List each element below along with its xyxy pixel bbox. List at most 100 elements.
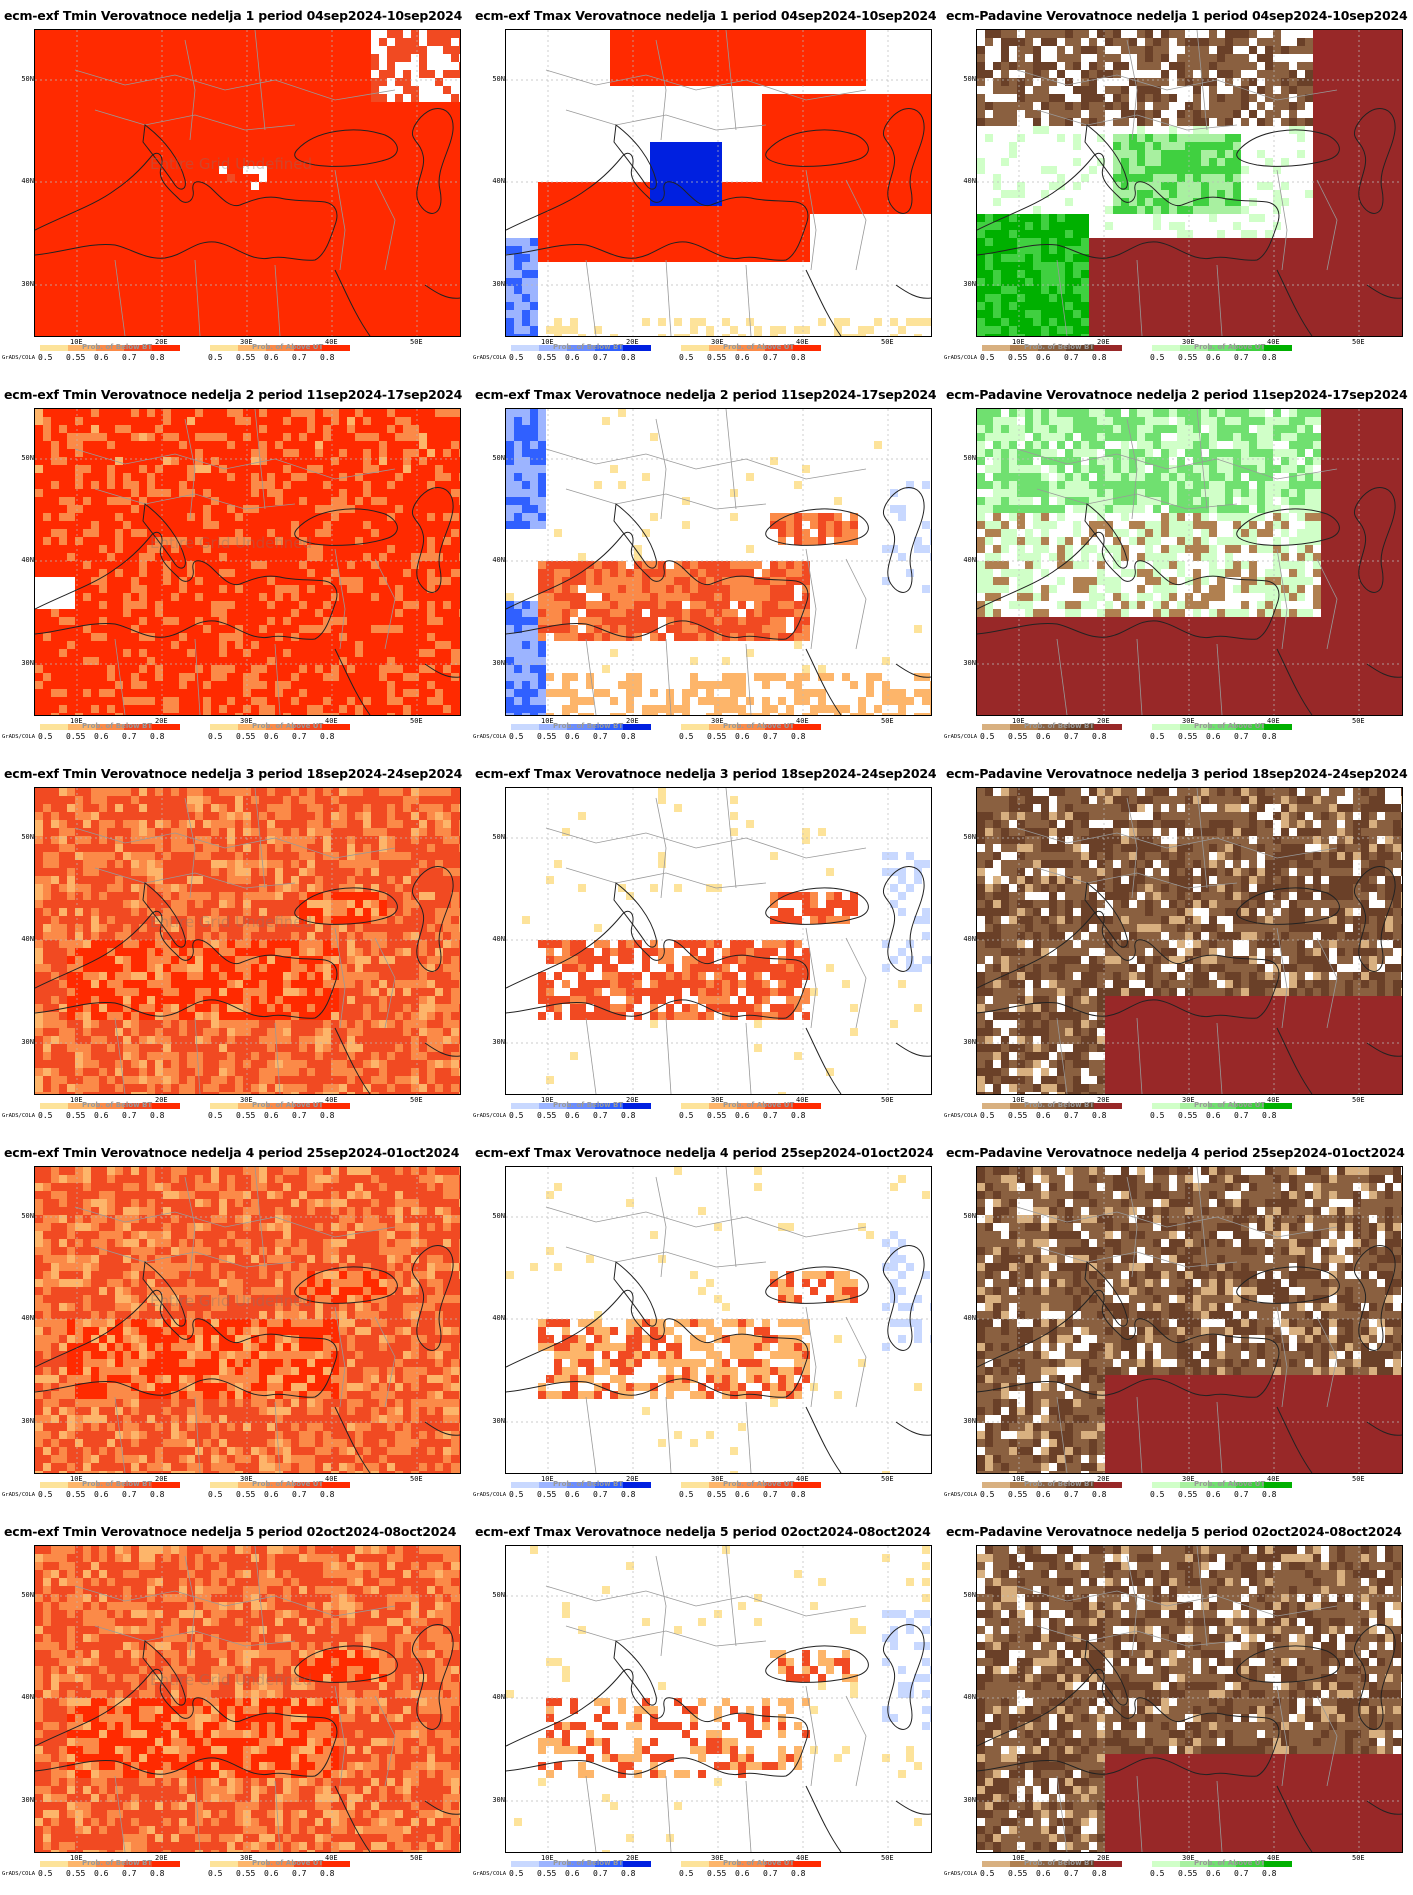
country-border [1276, 169, 1288, 271]
colorbar-swatch [40, 1482, 68, 1488]
colorbar-tick-label: 0.7 [1234, 1490, 1248, 1499]
latitude-label: 30N [479, 1038, 507, 1046]
colorbar-title: Prob. of Below BT [82, 722, 152, 730]
colorbar-tick-label: 0.7 [122, 1869, 136, 1878]
country-border [94, 867, 296, 889]
colorbar-tick-label: 0.55 [707, 1869, 726, 1878]
colorbar-swatch [40, 724, 68, 730]
colorbar-swatch [124, 345, 152, 351]
colorbar-tick-label: 0.7 [763, 732, 777, 741]
colorbar-swatch [793, 1103, 821, 1109]
forecast-panel: ecm-Padavine Verovatnoce nedelja 1 perio… [942, 0, 1413, 379]
longitude-label: 50E [410, 1854, 423, 1862]
longitude-label: 10E [70, 338, 83, 346]
colorbar-swatch [96, 724, 124, 730]
country-border [845, 937, 867, 1029]
longitude-label: 10E [541, 1854, 554, 1862]
colorbar-tick-label: 0.5 [38, 1111, 52, 1120]
longitude-label: 50E [1352, 1096, 1365, 1104]
latitude-label: 50N [950, 454, 978, 462]
country-border [274, 1780, 281, 1852]
coastline [1236, 1266, 1340, 1304]
coastline [334, 1027, 371, 1094]
latitude-label: 30N [8, 280, 36, 288]
coastline [411, 108, 454, 214]
colorbar-tick-label: 0.8 [791, 1111, 805, 1120]
probability-field [35, 1167, 460, 1473]
latitude-label: 40N [8, 1693, 36, 1701]
colorbar-swatch [737, 345, 765, 351]
colorbar-title: Prob. of Above UT [252, 1480, 323, 1488]
grads-credit: GrADS/COLA [944, 734, 977, 740]
undefined-grid-label: Entire Grid Undefined [150, 534, 312, 552]
colorbar-swatch [1066, 1482, 1094, 1488]
latitude-label: 30N [479, 1417, 507, 1425]
country-border [274, 1022, 281, 1094]
colorbar-tick-label: 0.8 [1092, 353, 1106, 362]
country-border [585, 1017, 597, 1094]
colorbar-swatch [322, 1482, 350, 1488]
colorbar-swatch [709, 1482, 737, 1488]
country-border [1316, 1316, 1338, 1408]
panel-title: ecm-exf Tmin Verovatnoce nedelja 3 perio… [4, 766, 462, 781]
colorbar-swatch [294, 724, 322, 730]
coastline [1366, 663, 1402, 678]
colorbar-title: Prob. of Above UT [252, 1859, 323, 1867]
colorbar-tick-label: 0.8 [150, 1869, 164, 1878]
undefined-grid-label: Entire Grid Undefined [150, 913, 312, 931]
probability-map [505, 787, 932, 1095]
longitude-label: 30E [1182, 338, 1195, 346]
colorbar-swatch [266, 1482, 294, 1488]
colorbar-title: Prob. of Below BT [553, 343, 623, 351]
country-border [665, 1017, 672, 1094]
coastline [613, 124, 657, 190]
country-border [184, 1176, 196, 1278]
country-border [94, 109, 296, 131]
country-border [745, 1022, 752, 1094]
colorbar-tick-label: 0.5 [679, 1869, 693, 1878]
colorbar-swatch [539, 1861, 567, 1867]
grads-credit: GrADS/COLA [2, 1871, 35, 1877]
colorbar-tick-label: 0.7 [122, 353, 136, 362]
longitude-label: 50E [410, 1475, 423, 1483]
country-border [194, 1017, 201, 1094]
longitude-label: 40E [325, 338, 338, 346]
panel-title: ecm-exf Tmin Verovatnoce nedelja 5 perio… [4, 1524, 456, 1539]
country-border [254, 30, 266, 131]
country-border [725, 409, 737, 510]
coastline [1366, 1800, 1402, 1815]
coastline [294, 129, 398, 167]
colorbar [681, 1482, 821, 1488]
colorbar-swatch [266, 1103, 294, 1109]
country-border [1016, 448, 1338, 480]
longitude-label: 10E [70, 1096, 83, 1104]
colorbar-swatch [1152, 1103, 1180, 1109]
country-border [274, 643, 281, 715]
longitude-label: 10E [1012, 338, 1025, 346]
colorbar-swatch [1152, 1482, 1180, 1488]
country-border [725, 1546, 737, 1647]
colorbar-tick-label: 0.6 [565, 1869, 579, 1878]
latitude-label: 40N [479, 177, 507, 185]
coastline [506, 531, 809, 640]
colorbar [511, 345, 651, 351]
colorbar-tick-label: 0.55 [1178, 1869, 1197, 1878]
country-border [254, 788, 266, 889]
coastline [895, 1800, 931, 1815]
colorbar-tick-label: 0.5 [509, 1111, 523, 1120]
colorbar-swatch [1236, 1861, 1264, 1867]
colorbar-swatch [737, 724, 765, 730]
colorbar-swatch [124, 1103, 152, 1109]
latitude-label: 30N [479, 280, 507, 288]
longitude-label: 10E [70, 1475, 83, 1483]
colorbar-tick-label: 0.55 [1008, 1111, 1027, 1120]
colorbar-swatch [238, 1482, 266, 1488]
colorbar-swatch [982, 1482, 1010, 1488]
country-border [655, 797, 667, 899]
country-border [545, 1585, 867, 1617]
coastline [613, 882, 657, 948]
colorbar-swatch [1264, 1861, 1292, 1867]
country-border [1216, 643, 1223, 715]
colorbar-tick-label: 0.5 [679, 1111, 693, 1120]
